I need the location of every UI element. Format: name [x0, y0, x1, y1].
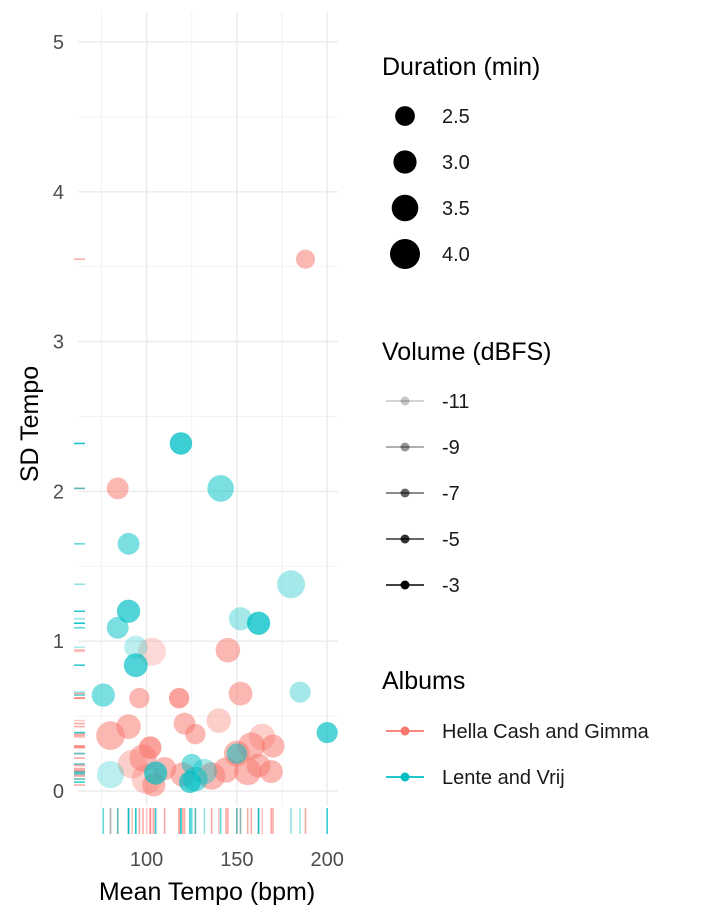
x-tick-labels: 100 150 200	[130, 849, 344, 871]
data-point	[181, 753, 202, 775]
legend-alpha-label: -7	[442, 483, 460, 505]
points	[91, 249, 338, 797]
x-axis-title: Mean Tempo (bpm)	[99, 878, 315, 906]
legend-color: Albums Hella Cash and Gimma Lente and Vri…	[382, 667, 650, 789]
data-point	[144, 761, 168, 785]
data-point	[96, 760, 125, 789]
legend-alpha-label: -11	[442, 391, 469, 413]
data-point	[261, 734, 285, 758]
data-point	[228, 607, 253, 631]
legend-alpha-label: -9	[442, 437, 460, 459]
data-point	[129, 687, 150, 709]
legend-size-key	[393, 150, 417, 174]
data-point	[316, 722, 338, 744]
data-point	[215, 637, 241, 663]
legend-size-label: 3.5	[442, 198, 470, 220]
data-point	[168, 687, 190, 709]
y-tick-label: 3	[53, 332, 64, 354]
legend-color-label: Lente and Vrij	[442, 767, 565, 789]
data-point	[179, 771, 201, 793]
legend-size-key	[390, 239, 420, 269]
y-tick-label: 4	[53, 182, 64, 204]
legend-color-title: Albums	[382, 667, 465, 695]
legend-color-label: Hella Cash and Gimma	[442, 721, 650, 743]
legend-alpha-items: -11 -9 -7 -5 -3	[386, 391, 469, 597]
y-tick-label: 5	[53, 32, 64, 54]
data-point	[116, 714, 141, 739]
y-tick-labels: 0 1 2 3 4 5	[53, 32, 64, 803]
data-point	[169, 432, 193, 455]
x-tick-label: 150	[220, 849, 253, 871]
legend-alpha-key	[400, 396, 410, 406]
legend-alpha: Volume (dBFS) -11 -9 -7 -5 -3	[382, 338, 552, 597]
data-point	[277, 570, 306, 599]
data-point	[259, 759, 283, 784]
data-point	[106, 616, 129, 639]
data-point	[91, 683, 115, 707]
data-point	[185, 723, 206, 745]
x-tick-label: 100	[130, 849, 163, 871]
y-tick-label: 0	[53, 781, 64, 803]
data-point	[124, 635, 148, 659]
legend-size-title: Duration (min)	[382, 53, 540, 81]
y-axis-title: SD Tempo	[16, 366, 44, 482]
data-point	[228, 681, 253, 706]
legend-size: Duration (min) 2.5 3.0 3.5 4.0	[382, 53, 540, 269]
legend-alpha-key	[400, 580, 410, 590]
legend-size-label: 4.0	[442, 244, 470, 266]
legend-size-key	[391, 194, 419, 222]
rug-y	[74, 258, 85, 786]
y-tick-label: 2	[53, 481, 64, 503]
data-point	[213, 757, 239, 783]
y-tick-label: 1	[53, 631, 64, 653]
legend-alpha-key	[400, 488, 410, 498]
data-point	[295, 249, 316, 269]
legend-alpha-key	[400, 534, 410, 544]
data-point	[226, 743, 248, 764]
legend-size-items: 2.5 3.0 3.5 4.0	[390, 106, 470, 269]
data-point	[116, 599, 141, 623]
rug-x	[102, 808, 328, 834]
data-point	[246, 611, 271, 635]
legend-alpha-label: -5	[442, 529, 460, 551]
legend-alpha-label: -3	[442, 575, 460, 597]
legend-size-label: 3.0	[442, 152, 470, 174]
data-point	[106, 477, 129, 500]
legend-color-key	[400, 772, 410, 782]
grid-minor	[78, 12, 338, 806]
data-point	[289, 681, 311, 703]
legend-color-key	[400, 726, 410, 736]
data-point	[138, 736, 162, 759]
legend-size-label: 2.5	[442, 106, 470, 128]
legend-alpha-title: Volume (dBFS)	[382, 338, 552, 366]
legend-size-key	[395, 106, 415, 126]
data-point	[206, 708, 232, 733]
legend-color-items: Hella Cash and Gimma Lente and Vrij	[386, 721, 650, 789]
data-point	[117, 532, 140, 555]
data-point	[123, 653, 148, 678]
x-tick-label: 200	[310, 849, 343, 871]
legend-alpha-key	[400, 442, 410, 452]
data-point	[207, 475, 234, 502]
